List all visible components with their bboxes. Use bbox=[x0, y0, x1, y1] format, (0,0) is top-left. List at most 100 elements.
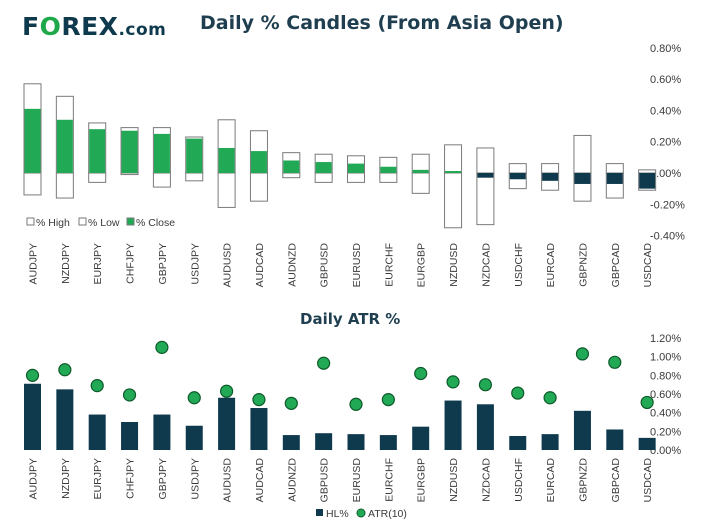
close-bar bbox=[153, 133, 170, 173]
atr-marker bbox=[155, 340, 169, 354]
hl-bar bbox=[541, 434, 559, 450]
atr-marker bbox=[575, 347, 590, 361]
legend-marker bbox=[356, 508, 366, 518]
candles-chart-title: Daily % Candles (From Asia Open) bbox=[200, 12, 564, 34]
x-tick-label: AUDUSD bbox=[222, 458, 234, 503]
atr-marker bbox=[284, 396, 298, 410]
hl-bar bbox=[412, 426, 430, 450]
hl-bar bbox=[509, 436, 527, 450]
close-bar bbox=[121, 130, 138, 173]
hl-bar bbox=[573, 410, 591, 450]
candles-chart: -0.40% -0.20% 0.00% 0.20% 0.40% 0.60% 0.80% AUD… bbox=[23, 43, 685, 288]
y-tick-label: 0.80% bbox=[650, 370, 681, 382]
x-tick-label: NZDUSD bbox=[448, 243, 460, 287]
atr-marker bbox=[478, 378, 492, 392]
x-tick-label: EURGBP bbox=[416, 243, 428, 287]
y-tick-label: 0.00% bbox=[650, 445, 681, 457]
x-tick-label: NZDCAD bbox=[480, 243, 492, 287]
close-bar bbox=[412, 169, 429, 173]
x-tick-label: GBPNZD bbox=[577, 458, 589, 502]
atr-marker bbox=[90, 379, 104, 393]
x-tick-label: CHFJPY bbox=[125, 243, 137, 284]
x-tick-label: EURGBP bbox=[416, 458, 428, 502]
y-tick-label: 0.00% bbox=[650, 168, 681, 180]
atr-marker bbox=[640, 395, 654, 410]
close-bar bbox=[542, 173, 559, 181]
y-tick-label: -0.20% bbox=[650, 199, 685, 211]
close-bar bbox=[186, 138, 203, 173]
x-tick-label: USDCAD bbox=[642, 243, 654, 288]
atr-marker bbox=[122, 388, 137, 402]
atr-marker bbox=[252, 393, 266, 407]
x-tick-label: EURCAD bbox=[545, 243, 557, 288]
atr-marker bbox=[511, 386, 525, 400]
y-tick-label: 0.20% bbox=[650, 426, 681, 438]
x-tick-label: GBPUSD bbox=[319, 243, 331, 288]
hl-bar bbox=[476, 404, 494, 450]
x-tick-label: EURCHF bbox=[383, 243, 395, 287]
hl-bar bbox=[218, 397, 236, 450]
hl-bar bbox=[315, 433, 333, 450]
x-tick-label: AUDJPY bbox=[28, 458, 40, 499]
x-tick-label: USDJPY bbox=[189, 458, 201, 499]
hl-bar bbox=[121, 422, 139, 450]
atr-marker bbox=[446, 375, 460, 389]
close-bar bbox=[477, 173, 494, 178]
hl-bar bbox=[282, 435, 300, 450]
hl-bar bbox=[185, 425, 203, 450]
atr-marker bbox=[317, 356, 331, 370]
y-tick-label: 1.00% bbox=[650, 352, 681, 364]
x-tick-label: USDCAD bbox=[642, 458, 654, 503]
y-tick-label: 0.40% bbox=[650, 408, 681, 420]
hl-bar bbox=[444, 400, 462, 450]
y-tick-label: 0.60% bbox=[650, 389, 681, 401]
x-tick-label: EURJPY bbox=[92, 458, 104, 499]
atr-chart-title: Daily ATR % bbox=[300, 310, 401, 328]
x-tick-label: NZDJPY bbox=[60, 243, 72, 284]
close-bar bbox=[348, 163, 364, 173]
x-tick-label: GBPJPY bbox=[157, 243, 169, 284]
close-bar bbox=[509, 173, 526, 180]
legend-swatch bbox=[126, 217, 135, 226]
y-tick-label: 0.80% bbox=[650, 43, 681, 55]
legend-label: ATR(10) bbox=[368, 508, 407, 520]
legend-label: % High bbox=[36, 217, 70, 229]
y-tick-label: 0.60% bbox=[650, 74, 681, 86]
x-tick-label: USDJPY bbox=[189, 243, 201, 284]
x-tick-label: AUDNZD bbox=[286, 243, 298, 287]
x-tick-label: AUDCAD bbox=[254, 243, 266, 288]
atr-marker bbox=[25, 368, 40, 382]
x-tick-label: GBPJPY bbox=[157, 458, 169, 499]
close-bar bbox=[89, 129, 106, 173]
x-tick-label: NZDUSD bbox=[448, 458, 460, 502]
x-tick-label: USDCHF bbox=[513, 458, 525, 502]
x-tick-label: GBPCAD bbox=[610, 458, 622, 503]
legend-label: % Close bbox=[136, 217, 175, 229]
hl-bar bbox=[56, 389, 74, 450]
x-tick-label: CHFJPY bbox=[125, 458, 137, 499]
hl-bar bbox=[88, 414, 106, 450]
atr-marker bbox=[349, 397, 363, 411]
x-tick-label: AUDNZD bbox=[286, 458, 298, 502]
x-tick-label: NZDJPY bbox=[60, 458, 72, 499]
x-tick-label: AUDUSD bbox=[222, 243, 234, 288]
x-tick-label: EURCHF bbox=[383, 458, 395, 502]
close-bar bbox=[218, 147, 235, 173]
atr-marker bbox=[543, 391, 557, 405]
hl-bar bbox=[24, 383, 41, 450]
close-bar bbox=[250, 151, 267, 173]
hl-bar bbox=[250, 408, 268, 450]
close-bar bbox=[606, 173, 623, 184]
atr-marker bbox=[381, 393, 395, 407]
x-tick-label: NZDCAD bbox=[480, 458, 492, 502]
hl-bar bbox=[606, 429, 624, 450]
legend-swatch bbox=[26, 217, 35, 226]
hl-bar bbox=[347, 434, 365, 450]
close-bar bbox=[380, 166, 397, 173]
hl-bar bbox=[379, 435, 397, 450]
y-tick-label: -0.40% bbox=[650, 231, 685, 243]
legend-swatch bbox=[316, 509, 323, 516]
y-tick-label: 1.20% bbox=[650, 333, 681, 345]
x-tick-label: GBPUSD bbox=[319, 458, 331, 503]
